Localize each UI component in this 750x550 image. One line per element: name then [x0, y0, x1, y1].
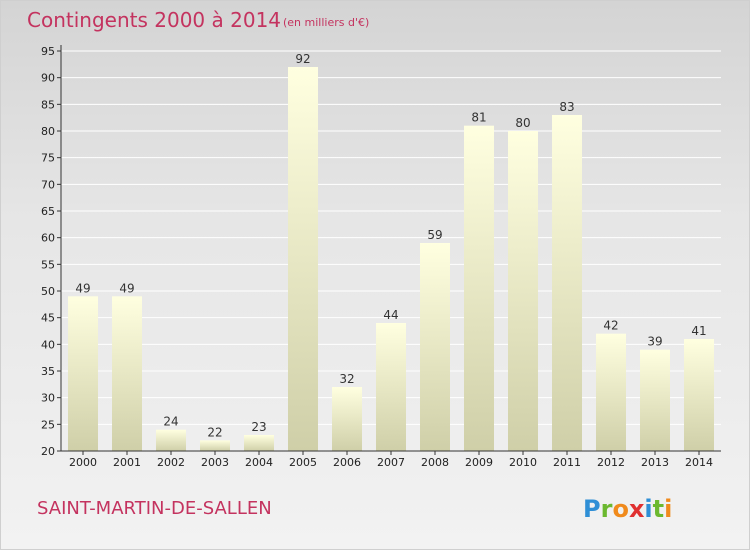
bar-2010	[508, 131, 538, 451]
x-tick-label-2001: 2001	[113, 456, 141, 469]
y-tick-label: 30	[41, 392, 55, 405]
value-label-2003: 22	[207, 425, 222, 439]
chart-title: Contingents 2000 à 2014	[27, 8, 281, 32]
bar-2005	[288, 67, 318, 451]
logo-letter: P	[583, 495, 601, 523]
y-tick-label: 85	[41, 98, 55, 111]
y-tick-label: 90	[41, 72, 55, 85]
y-tick-label: 55	[41, 258, 55, 271]
y-tick-label: 65	[41, 205, 55, 218]
value-label-2009: 81	[471, 111, 486, 125]
value-label-2002: 24	[163, 415, 178, 429]
axes: 20 25 30 35 40 45 50 55 60 65 70 75 80 85 90 95 2000 2001…	[41, 45, 721, 469]
bar-2006	[332, 387, 362, 451]
value-label-2000: 49	[75, 281, 90, 295]
y-tick-label: 70	[41, 178, 55, 191]
x-tick-label-2012: 2012	[597, 456, 625, 469]
logo-letter: i	[644, 495, 652, 523]
x-tick-label-2010: 2010	[509, 456, 537, 469]
bar-2014	[684, 339, 714, 451]
x-tick-label-2014: 2014	[685, 456, 713, 469]
y-tick-label: 60	[41, 232, 55, 245]
bar-2008	[420, 243, 450, 451]
bar-2000	[68, 296, 98, 451]
logo-letter: i	[664, 495, 672, 523]
logo-letter: r	[601, 495, 613, 523]
y-tick-label: 40	[41, 338, 55, 351]
x-tick-label-2011: 2011	[553, 456, 581, 469]
x-tick-label-2004: 2004	[245, 456, 273, 469]
logo-letter: x	[629, 495, 645, 523]
value-label-2007: 44	[383, 308, 398, 322]
y-tick-label: 75	[41, 152, 55, 165]
value-label-2011: 83	[559, 100, 574, 114]
value-label-2010: 80	[515, 116, 530, 130]
logo-letter: o	[612, 495, 629, 523]
y-tick-label: 45	[41, 312, 55, 325]
value-label-2004: 23	[251, 420, 266, 434]
x-tick-label-2008: 2008	[421, 456, 449, 469]
x-tick-label-2009: 2009	[465, 456, 493, 469]
x-tick-label-2002: 2002	[157, 456, 185, 469]
value-label-2006: 32	[339, 372, 354, 386]
bar-2012	[596, 333, 626, 451]
y-tick-label: 50	[41, 285, 55, 298]
bar-2001	[112, 296, 142, 451]
y-tick-label: 20	[41, 445, 55, 458]
bar-2013	[640, 349, 670, 451]
value-label-2014: 41	[691, 324, 706, 338]
value-label-2005: 92	[295, 52, 310, 66]
grid-lines	[61, 50, 721, 425]
y-tick-label: 95	[41, 45, 55, 58]
y-tick-label: 80	[41, 125, 55, 138]
y-tick-label: 25	[41, 418, 55, 431]
value-label-2008: 59	[427, 228, 442, 242]
x-tick-label-2000: 2000	[69, 456, 97, 469]
proxiti-logo: Proxiti	[583, 495, 672, 523]
value-label-2013: 39	[647, 335, 662, 349]
value-label-2012: 42	[603, 319, 618, 333]
chart-subtitle: (en milliers d'€)	[283, 16, 369, 29]
bar-2003	[200, 440, 230, 451]
bar-2004	[244, 435, 274, 451]
bar-2007	[376, 323, 406, 451]
x-tick-label-2003: 2003	[201, 456, 229, 469]
x-tick-label-2005: 2005	[289, 456, 317, 469]
x-tick-label-2006: 2006	[333, 456, 361, 469]
bar-2009	[464, 125, 494, 452]
bars: 49 49 24 22 23 92 32 44 59 81 80 83 42 39 41	[68, 52, 714, 452]
logo-letter: t	[653, 495, 664, 523]
value-label-2001: 49	[119, 281, 134, 295]
bar-2002	[156, 429, 186, 451]
x-tick-label-2013: 2013	[641, 456, 669, 469]
y-tick-label: 35	[41, 365, 55, 378]
commune-name: SAINT-MARTIN-DE-SALLEN	[37, 498, 272, 519]
bar-2011	[552, 115, 582, 451]
x-tick-label-2007: 2007	[377, 456, 405, 469]
